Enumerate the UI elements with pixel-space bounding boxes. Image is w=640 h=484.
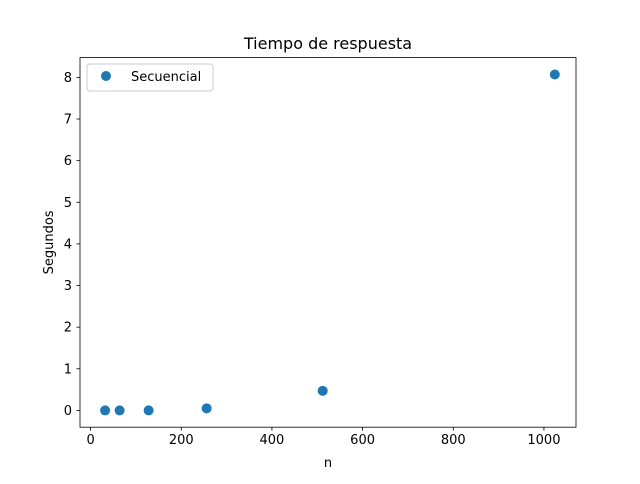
- y-axis-ticks: 0 1 2 3 4 5 6 7 8: [64, 71, 80, 419]
- legend-label: Secuencial: [131, 70, 201, 85]
- x-tick-label: 400: [260, 433, 285, 448]
- chart-title: Tiempo de respuesta: [243, 34, 412, 53]
- x-axis-label: n: [324, 456, 332, 471]
- plot-frame: [79, 57, 577, 428]
- y-tick-label: 4: [64, 237, 72, 252]
- y-tick-label: 1: [64, 362, 72, 377]
- x-tick-label: 0: [86, 433, 94, 448]
- data-point: [143, 405, 154, 416]
- x-axis-ticks: 0 200 400 600 800 1000: [86, 427, 560, 448]
- legend-marker-icon: [101, 71, 111, 81]
- y-tick-label: 7: [64, 113, 72, 128]
- y-tick-label: 2: [64, 321, 72, 336]
- y-tick-label: 6: [64, 154, 72, 169]
- data-point: [100, 405, 111, 416]
- data-point: [549, 69, 560, 80]
- y-tick-label: 5: [64, 196, 72, 211]
- x-tick-label: 800: [441, 433, 466, 448]
- data-points: [100, 69, 560, 416]
- legend-frame: [86, 63, 214, 92]
- legend: Secuencial: [86, 63, 214, 92]
- x-tick-label: 600: [350, 433, 375, 448]
- data-point: [114, 405, 125, 416]
- data-point: [201, 403, 212, 414]
- y-tick-label: 8: [64, 71, 72, 86]
- y-tick-label: 0: [64, 404, 72, 419]
- y-axis-label: Segundos: [42, 210, 57, 274]
- x-tick-label: 1000: [527, 433, 560, 448]
- x-tick-label: 200: [169, 433, 194, 448]
- y-tick-label: 3: [64, 279, 72, 294]
- data-point: [317, 385, 328, 396]
